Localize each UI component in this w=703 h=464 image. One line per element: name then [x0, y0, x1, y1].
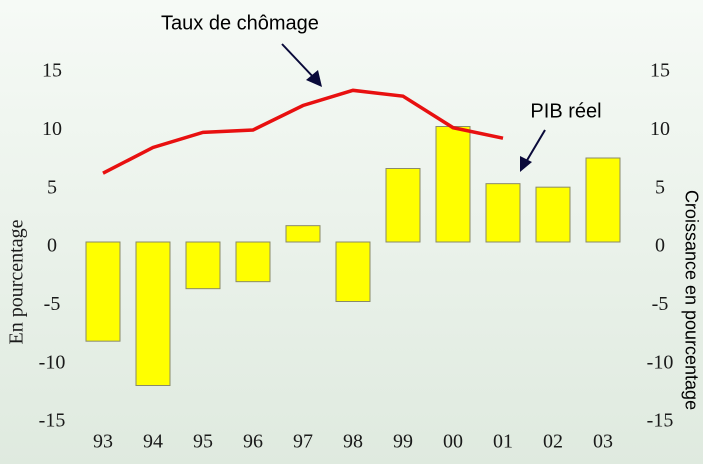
bar [285, 225, 321, 243]
line [102, 88, 504, 175]
annotation-arrowhead [306, 70, 322, 87]
annotation-arrow [281, 43, 317, 81]
y2-tick-label: 5 [655, 176, 665, 198]
x-tick-label: 93 [93, 431, 113, 453]
bar [535, 186, 571, 243]
bar [235, 241, 271, 283]
y2-tick-label: -15 [647, 410, 674, 432]
y-tick-label: 10 [42, 118, 62, 140]
bar [85, 241, 121, 342]
x-tick-label: 98 [343, 431, 363, 453]
annotation-arrow [525, 129, 546, 163]
x-tick-label: 01 [493, 431, 513, 453]
y-axis-label: En pourcentage [6, 219, 28, 344]
y-tick-label: 0 [47, 235, 57, 257]
x-tick-label: 96 [243, 431, 263, 453]
line-annotation: Taux de chômage [161, 12, 319, 34]
y2-axis-label: Croissance en pourcentage [681, 190, 701, 410]
y-tick-label: -5 [44, 293, 61, 315]
y-tick-label: -10 [39, 351, 66, 373]
x-tick-label: 00 [443, 431, 463, 453]
bar [435, 126, 471, 243]
bar-annotation: PIB réel [530, 100, 601, 122]
y-tick-label: 5 [47, 176, 57, 198]
bar [335, 241, 371, 302]
x-tick-label: 03 [593, 431, 613, 453]
y-tick-label: 15 [42, 60, 62, 82]
x-tick-label: 95 [193, 431, 213, 453]
y2-tick-label: -5 [652, 293, 669, 315]
y-tick-label: -15 [39, 410, 66, 432]
y2-tick-label: 0 [655, 235, 665, 257]
annotation-arrowhead [520, 156, 532, 172]
bar [135, 241, 171, 386]
x-tick-label: 99 [393, 431, 413, 453]
bar [485, 183, 521, 243]
bar [185, 241, 221, 290]
x-tick-label: 97 [293, 431, 313, 453]
y2-tick-label: 15 [650, 60, 670, 82]
x-tick-label: 02 [543, 431, 563, 453]
bar [585, 157, 621, 243]
x-tick-label: 94 [143, 431, 163, 453]
y2-tick-label: -10 [647, 351, 674, 373]
y2-tick-label: 10 [650, 118, 670, 140]
bar [385, 168, 421, 243]
